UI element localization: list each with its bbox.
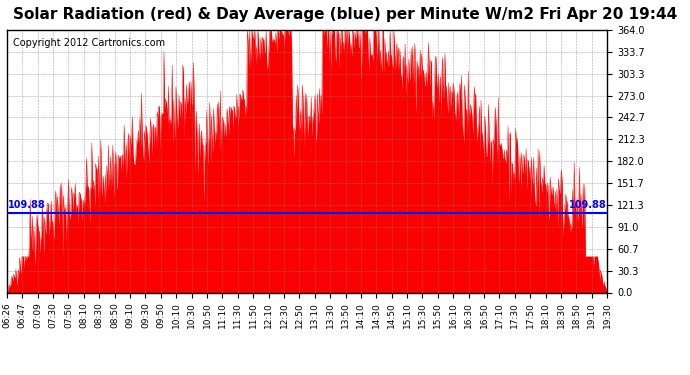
Text: Solar Radiation (red) & Day Average (blue) per Minute W/m2 Fri Apr 20 19:44: Solar Radiation (red) & Day Average (blu… xyxy=(13,8,677,22)
Text: 109.88: 109.88 xyxy=(8,200,46,210)
Text: Copyright 2012 Cartronics.com: Copyright 2012 Cartronics.com xyxy=(13,38,165,48)
Text: 109.88: 109.88 xyxy=(569,200,607,210)
